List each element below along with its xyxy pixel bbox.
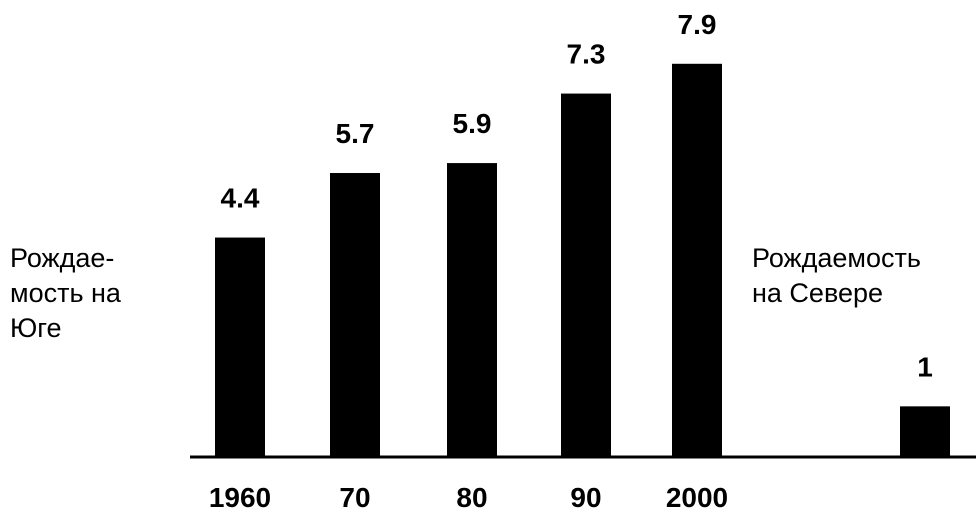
bar-70 bbox=[330, 173, 380, 456]
x-tick-2000: 2000 bbox=[666, 482, 728, 513]
x-tick-70: 70 bbox=[339, 482, 370, 513]
value-label-80: 5.9 bbox=[453, 108, 492, 139]
x-tick-labels-group: 1960 70 80 90 2000 bbox=[209, 482, 728, 513]
value-label-70: 5.7 bbox=[336, 118, 375, 149]
value-label-1960: 4.4 bbox=[221, 183, 260, 214]
north-series-label: Рождаемость на Севере bbox=[752, 243, 921, 308]
value-label-90: 7.3 bbox=[567, 39, 606, 70]
bar-north bbox=[900, 406, 950, 456]
south-series-label: Рождае- мость на Юге bbox=[10, 243, 121, 343]
x-tick-1960: 1960 bbox=[209, 482, 271, 513]
value-label-2000: 7.9 bbox=[678, 9, 717, 40]
x-tick-80: 80 bbox=[456, 482, 487, 513]
bar-2000 bbox=[672, 63, 722, 456]
bar-90 bbox=[561, 93, 611, 456]
bar-1960 bbox=[215, 237, 265, 456]
bars-group bbox=[215, 63, 950, 457]
x-tick-90: 90 bbox=[570, 482, 601, 513]
value-labels-group: 4.4 5.7 5.9 7.3 7.9 1 bbox=[221, 9, 933, 383]
value-label-north: 1 bbox=[917, 351, 933, 382]
bar-80 bbox=[447, 163, 497, 457]
